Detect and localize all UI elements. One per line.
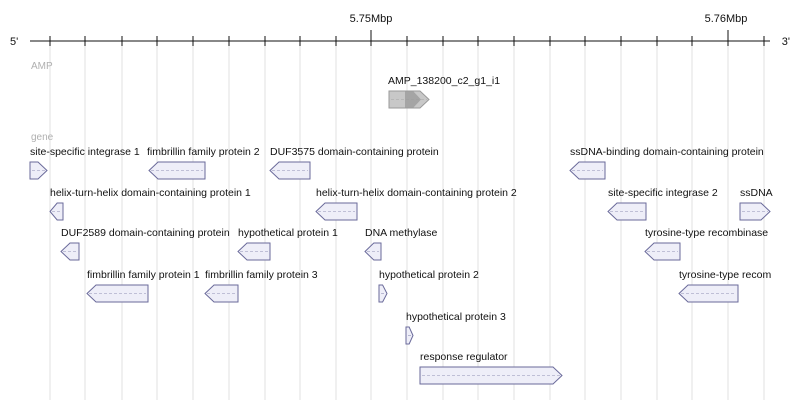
feature-hypothetical-protein-3[interactable]: hypothetical protein 3 bbox=[405, 311, 506, 345]
feature-glyph[interactable] bbox=[315, 202, 358, 221]
feature-glyph[interactable] bbox=[49, 202, 64, 221]
feature-label: helix-turn-helix domain-containing prote… bbox=[50, 187, 251, 199]
feature-label: site-specific integrase 1 bbox=[30, 146, 140, 158]
amp-track: AMP_138200_c2_g1_i1 bbox=[388, 75, 500, 109]
feature-label: hypothetical protein 3 bbox=[406, 311, 506, 323]
three-prime-label: 3' bbox=[782, 36, 790, 48]
feature-label: fimbrillin family protein 1 bbox=[87, 269, 200, 281]
feature-label: response regulator bbox=[420, 351, 508, 363]
feature-site-specific-integrase-2[interactable]: site-specific integrase 2 bbox=[607, 187, 718, 221]
coordinate-ruler: 5' 3' 5.75Mbp 5.76Mbp bbox=[10, 13, 790, 48]
feature-label: site-specific integrase 2 bbox=[608, 187, 718, 199]
major-tick-label: 5.76Mbp bbox=[705, 13, 748, 25]
feature-label: AMP_138200_c2_g1_i1 bbox=[388, 75, 500, 87]
gene-track-label: gene bbox=[31, 132, 54, 143]
feature-helix-turn-helix-domain-containing-protein-1[interactable]: helix-turn-helix domain-containing prote… bbox=[49, 187, 251, 221]
feature-overlap-block bbox=[405, 91, 421, 108]
feature-fimbrillin-family-protein-3[interactable]: fimbrillin family protein 3 bbox=[204, 269, 318, 303]
feature-label: hypothetical protein 2 bbox=[379, 269, 479, 281]
feature-label: DNA methylase bbox=[365, 227, 438, 239]
amp-track-label: AMP bbox=[31, 61, 53, 72]
feature-hypothetical-protein-1[interactable]: hypothetical protein 1 bbox=[237, 227, 338, 261]
feature-label: fimbrillin family protein 2 bbox=[147, 146, 260, 158]
feature-response-regulator[interactable]: response regulator bbox=[419, 351, 563, 385]
feature-dna-methylase[interactable]: DNA methylase bbox=[364, 227, 438, 261]
feature-label: fimbrillin family protein 3 bbox=[205, 269, 318, 281]
feature-tyrosine-type-recombinase[interactable]: tyrosine-type recombinase bbox=[644, 227, 768, 261]
feature-label: ssDNA-binding domain-containing protein bbox=[570, 146, 764, 158]
ruler-ticks bbox=[49, 30, 765, 46]
feature-tyrosine-type-recom[interactable]: tyrosine-type recom bbox=[678, 269, 771, 303]
feature-label: hypothetical protein 1 bbox=[238, 227, 338, 239]
feature-helix-turn-helix-domain-containing-protein-2[interactable]: helix-turn-helix domain-containing prote… bbox=[315, 187, 517, 221]
feature-glyph[interactable] bbox=[204, 284, 239, 303]
feature-hypothetical-protein-2[interactable]: hypothetical protein 2 bbox=[378, 269, 479, 303]
feature-ssdna[interactable]: ssDNA bbox=[739, 187, 773, 221]
feature-ssdna-binding-domain-containing-protein[interactable]: ssDNA-binding domain-containing protein bbox=[569, 146, 764, 180]
feature-label: DUF2589 domain-containing protein bbox=[61, 227, 230, 239]
five-prime-label: 5' bbox=[10, 36, 18, 48]
feature-glyph[interactable] bbox=[237, 242, 271, 261]
feature-label: helix-turn-helix domain-containing prote… bbox=[316, 187, 517, 199]
feature-fimbrillin-family-protein-2[interactable]: fimbrillin family protein 2 bbox=[147, 146, 260, 180]
feature-glyph[interactable] bbox=[86, 284, 149, 303]
gene-track: site-specific integrase 1 fimbrillin fami… bbox=[29, 146, 773, 385]
major-tick-label: 5.75Mbp bbox=[350, 13, 393, 25]
feature-duf3575-domain-containing-protein[interactable]: DUF3575 domain-containing protein bbox=[269, 146, 439, 180]
feature-label: ssDNA bbox=[740, 187, 773, 199]
feature-site-specific-integrase-1[interactable]: site-specific integrase 1 bbox=[29, 146, 140, 180]
feature-amp-138200-c2-g1-i1[interactable]: AMP_138200_c2_g1_i1 bbox=[388, 75, 500, 109]
feature-label: tyrosine-type recombinase bbox=[645, 227, 768, 239]
feature-fimbrillin-family-protein-1[interactable]: fimbrillin family protein 1 bbox=[86, 269, 200, 303]
feature-duf2589-domain-containing-protein[interactable]: DUF2589 domain-containing protein bbox=[60, 227, 230, 261]
feature-glyph[interactable] bbox=[419, 366, 563, 385]
feature-label: DUF3575 domain-containing protein bbox=[270, 146, 439, 158]
feature-label: tyrosine-type recom bbox=[679, 269, 771, 281]
